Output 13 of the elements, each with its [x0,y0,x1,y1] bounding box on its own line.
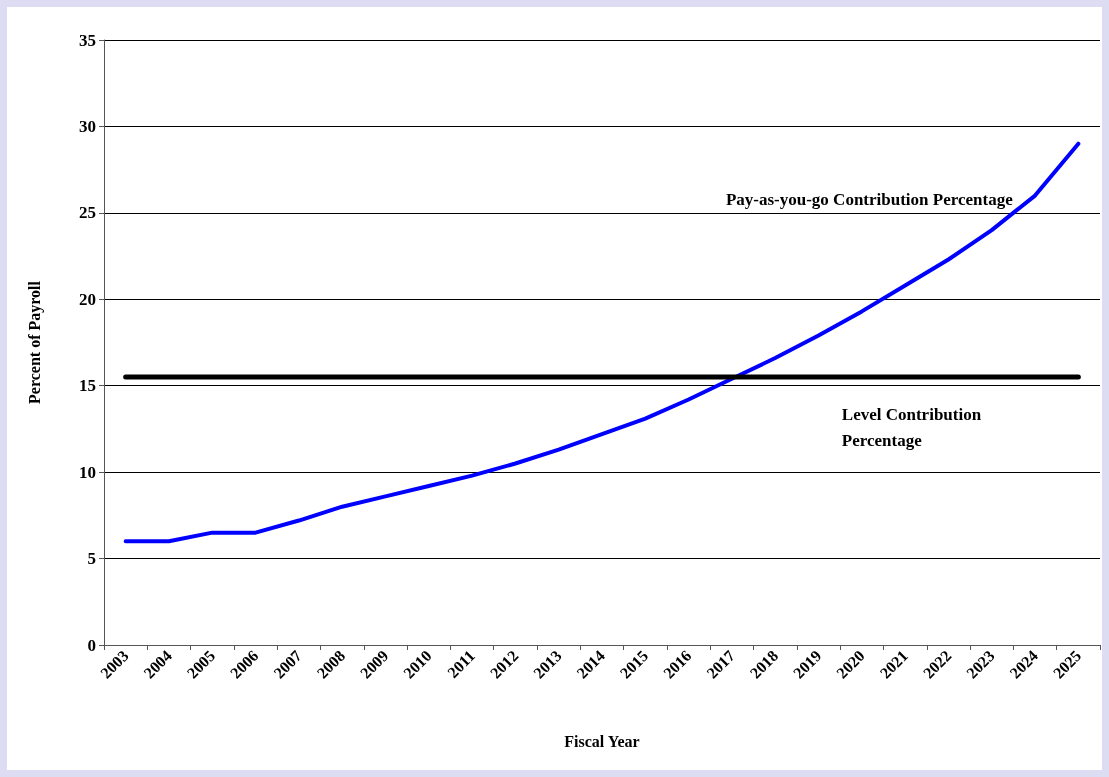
y-axis-title: Percent of Payroll [25,280,44,404]
series-label: Level Contribution Percentage [841,404,986,450]
y-tick-label: 5 [87,549,96,569]
series-label: Pay-as-you-go Contribution Percentage [725,190,1014,210]
y-tick-label: 0 [87,635,96,655]
y-tick-label: 30 [79,116,96,136]
y-tick-label: 25 [79,203,96,223]
y-tick-label: 10 [79,462,96,482]
y-tick-label: 15 [79,376,96,396]
y-tick-label: 20 [79,289,96,309]
x-axis-title: Fiscal Year [564,732,640,750]
line-series [123,141,1081,544]
y-tick-label: 35 [79,30,96,50]
